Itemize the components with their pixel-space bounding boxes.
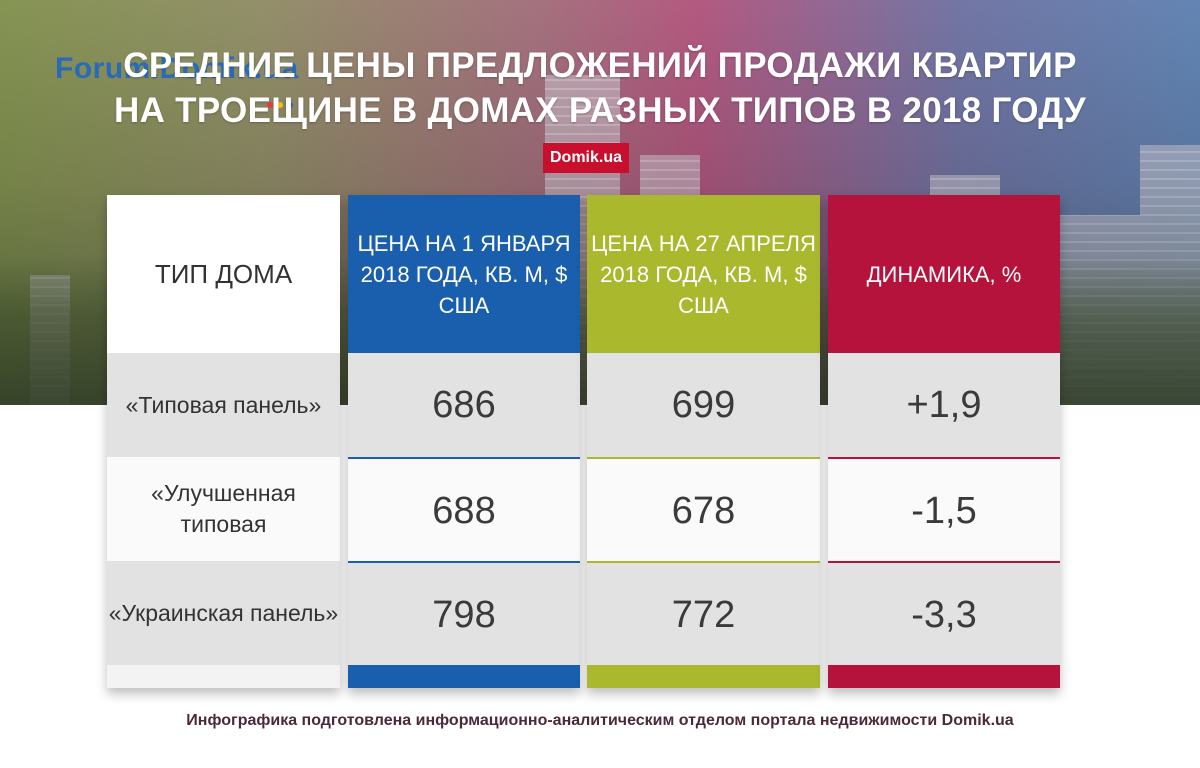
header-change: Динамика, %	[828, 195, 1060, 353]
header-price-apr: Цена на 27 апреля 2018 года, кв. м, $ СШ…	[587, 195, 820, 353]
column-price-apr: Цена на 27 апреля 2018 года, кв. м, $ СШ…	[587, 195, 820, 688]
row-type-3: «Украинская панель»	[107, 561, 340, 665]
logo-text: Forum.Domik.ua	[55, 52, 299, 85]
column-house-type: Тип дома «Типовая панель» «Улучшенная ти…	[107, 195, 340, 688]
cell-price-apr-3: 772	[587, 561, 820, 667]
cell-change-2: -1,5	[828, 457, 1060, 563]
row-type-1: «Типовая панель»	[107, 353, 340, 457]
cell-change-1: +1,9	[828, 353, 1060, 457]
column-price-jan: Цена на 1 января 2018 года, кв. м, $ США…	[348, 195, 580, 688]
header-price-jan: Цена на 1 января 2018 года, кв. м, $ США	[348, 195, 580, 353]
cell-price-apr-2: 678	[587, 457, 820, 563]
cell-price-apr-1: 699	[587, 353, 820, 457]
header-house-type: Тип дома	[107, 195, 340, 353]
row-type-2: «Улучшенная типовая	[107, 457, 340, 561]
cell-price-jan-1: 686	[348, 353, 580, 457]
title-line-2: на Троещине в домах разных типов в 2018 …	[114, 91, 1086, 130]
column-footer	[348, 665, 580, 688]
forum-logo[interactable]: Forum.Domik.ua	[55, 52, 299, 108]
column-footer	[587, 665, 820, 688]
cell-price-jan-2: 688	[348, 457, 580, 563]
column-footer	[828, 665, 1060, 688]
cell-change-3: -3,3	[828, 561, 1060, 667]
column-footer	[107, 665, 340, 688]
page-title: Средние цены предложений продажи квартир…	[0, 43, 1200, 133]
footer-credit: Инфографика подготовлена информационно-а…	[186, 712, 1014, 729]
title-line-1: Средние цены предложений продажи квартир	[123, 46, 1077, 85]
logo-dots	[267, 82, 297, 116]
cell-price-jan-3: 798	[348, 561, 580, 667]
brand-badge[interactable]: Domik.ua	[543, 143, 629, 173]
column-change: Динамика, % +1,9 -1,5 -3,3	[828, 195, 1060, 688]
